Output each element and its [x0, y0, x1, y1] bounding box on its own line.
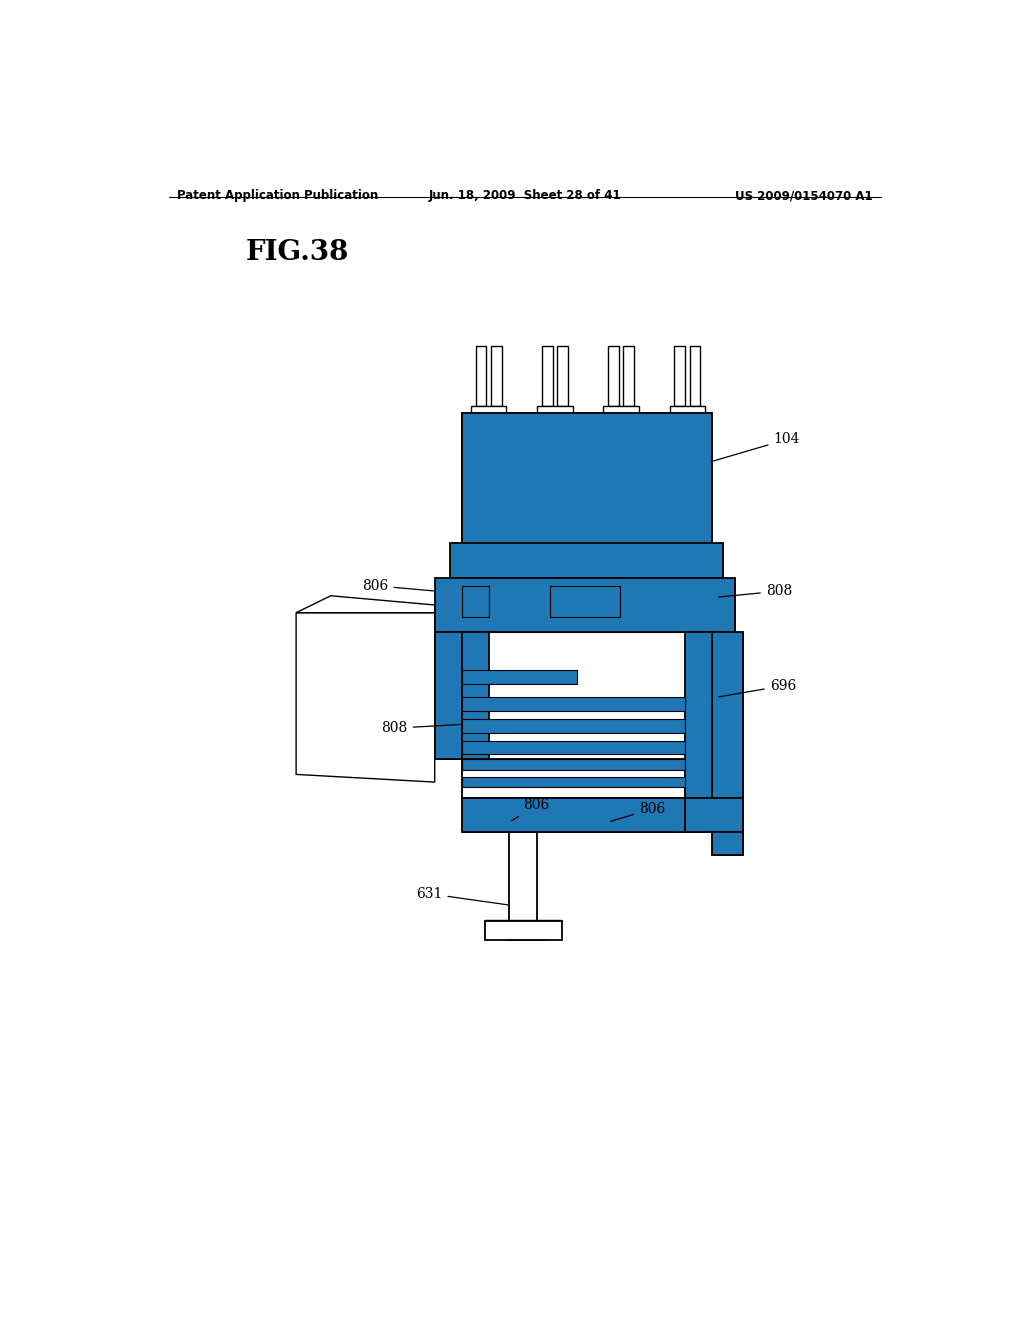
- Bar: [542, 346, 553, 405]
- Bar: [484, 921, 562, 940]
- Bar: [634, 413, 674, 544]
- Bar: [435, 632, 462, 759]
- Bar: [462, 632, 488, 759]
- Bar: [712, 544, 724, 578]
- Polygon shape: [296, 612, 435, 781]
- Bar: [462, 759, 685, 797]
- Bar: [550, 586, 620, 616]
- Bar: [451, 544, 724, 578]
- Bar: [462, 413, 712, 544]
- Text: US 2009/0154070 A1: US 2009/0154070 A1: [735, 189, 872, 202]
- Bar: [435, 578, 735, 632]
- Text: 696: 696: [719, 678, 796, 697]
- Bar: [550, 586, 620, 616]
- Bar: [685, 797, 742, 832]
- Bar: [618, 413, 633, 544]
- Bar: [462, 797, 685, 832]
- Bar: [685, 632, 712, 832]
- Bar: [674, 346, 685, 405]
- Bar: [712, 632, 742, 832]
- Polygon shape: [484, 921, 562, 940]
- Bar: [670, 405, 705, 413]
- Bar: [608, 346, 618, 405]
- Text: 808: 808: [719, 585, 792, 598]
- Bar: [509, 832, 538, 921]
- Bar: [488, 632, 685, 759]
- Bar: [462, 413, 712, 544]
- Bar: [462, 776, 685, 788]
- Bar: [462, 719, 685, 733]
- Bar: [685, 413, 698, 544]
- Text: 808: 808: [382, 721, 461, 735]
- Bar: [462, 759, 685, 770]
- Text: 806: 806: [610, 803, 665, 821]
- Bar: [712, 832, 742, 855]
- Text: 806: 806: [362, 578, 433, 593]
- Bar: [462, 544, 712, 578]
- Bar: [462, 741, 685, 755]
- Bar: [471, 405, 506, 413]
- Bar: [624, 346, 634, 405]
- Bar: [550, 586, 620, 616]
- Bar: [462, 586, 488, 616]
- Bar: [462, 586, 515, 616]
- Text: Patent Application Publication: Patent Application Publication: [177, 189, 378, 202]
- Bar: [486, 413, 500, 544]
- Bar: [712, 832, 742, 855]
- Bar: [568, 413, 608, 544]
- Text: 806: 806: [512, 799, 550, 821]
- Bar: [698, 413, 712, 544]
- Bar: [462, 759, 685, 770]
- Bar: [685, 632, 712, 832]
- Bar: [451, 544, 724, 578]
- Bar: [475, 346, 486, 405]
- Bar: [462, 697, 685, 711]
- Bar: [689, 346, 700, 405]
- Bar: [435, 632, 462, 759]
- Text: FIG.38: FIG.38: [246, 239, 349, 267]
- Bar: [462, 632, 488, 759]
- Bar: [462, 671, 578, 684]
- Text: 104: 104: [711, 433, 800, 462]
- Bar: [462, 586, 488, 616]
- Bar: [685, 797, 742, 832]
- Bar: [435, 578, 735, 632]
- Bar: [557, 346, 568, 405]
- Bar: [538, 405, 572, 413]
- Text: 631: 631: [416, 887, 508, 906]
- Bar: [712, 632, 742, 832]
- Bar: [451, 544, 462, 578]
- Bar: [502, 413, 542, 544]
- Bar: [462, 578, 712, 632]
- Bar: [462, 719, 685, 733]
- Bar: [462, 671, 578, 684]
- Bar: [553, 413, 566, 544]
- Bar: [490, 346, 502, 405]
- Bar: [462, 797, 685, 832]
- Bar: [462, 697, 685, 711]
- Bar: [462, 741, 685, 755]
- Polygon shape: [296, 595, 435, 612]
- Bar: [603, 405, 639, 413]
- Text: Jun. 18, 2009  Sheet 28 of 41: Jun. 18, 2009 Sheet 28 of 41: [428, 189, 622, 202]
- Bar: [462, 413, 475, 544]
- Bar: [462, 776, 685, 788]
